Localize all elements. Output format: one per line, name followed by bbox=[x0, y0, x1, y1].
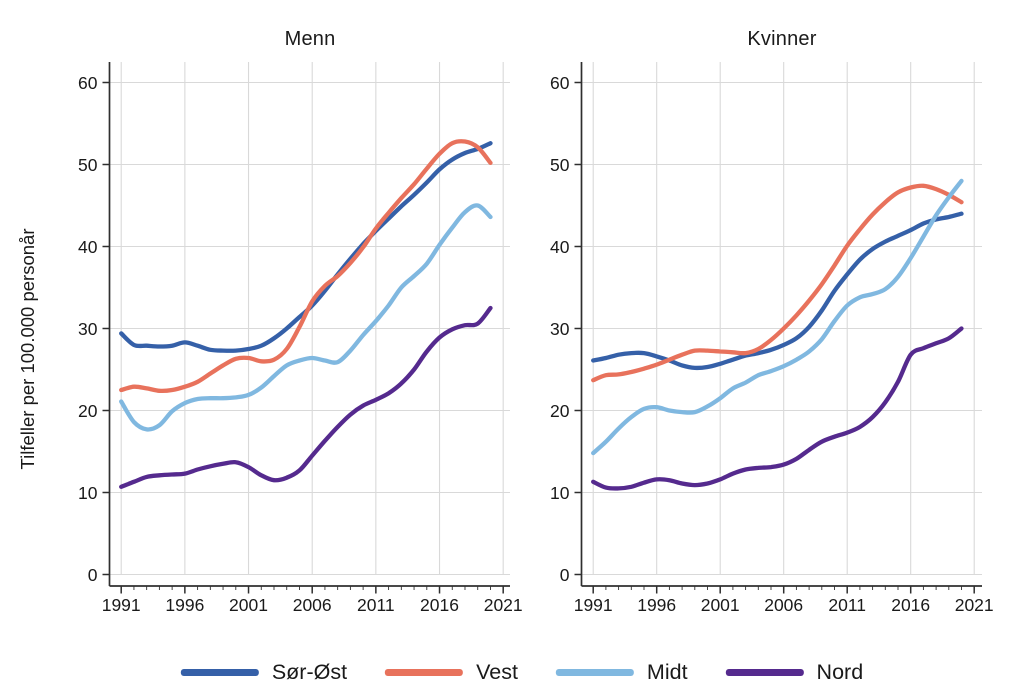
y-tick-label: 10 bbox=[550, 483, 570, 503]
series-line-vest-kvinner bbox=[591, 183, 964, 383]
x-tick-label: 2001 bbox=[701, 595, 740, 615]
series-line-vest-menn bbox=[119, 139, 493, 394]
y-tick-label: 60 bbox=[550, 73, 570, 93]
x-tick-label: 2011 bbox=[357, 595, 395, 615]
legend-label: Sør-Øst bbox=[271, 660, 348, 684]
x-tick-label: 2016 bbox=[420, 595, 459, 615]
legend-item-sor-ost: Sør-Øst bbox=[180, 660, 348, 685]
y-tick-label: 0 bbox=[88, 565, 98, 585]
legend-item-nord: Nord bbox=[725, 660, 864, 685]
y-tick-label: 20 bbox=[78, 401, 98, 421]
y-tick-label: 30 bbox=[550, 319, 570, 339]
y-tick-label: 50 bbox=[550, 155, 570, 175]
legend-label: Vest bbox=[476, 660, 518, 684]
x-tick-label: 1996 bbox=[165, 595, 204, 615]
legend-item-vest: Vest bbox=[385, 660, 518, 685]
series-line-s-r-st-kvinner bbox=[591, 211, 964, 371]
legend-swatch-nord bbox=[725, 668, 804, 677]
y-tick-label: 60 bbox=[78, 73, 98, 93]
y-tick-label: 20 bbox=[550, 401, 570, 421]
y-axis-label: Tilfeller per 100.000 personår bbox=[17, 228, 38, 470]
x-tick-label: 2006 bbox=[764, 595, 803, 615]
legend-item-midt: Midt bbox=[555, 660, 688, 685]
x-tick-label: 2021 bbox=[955, 595, 994, 615]
legend-label: Midt bbox=[646, 660, 688, 684]
y-tick-label: 50 bbox=[78, 155, 98, 175]
series-line-nord-menn bbox=[119, 305, 493, 489]
x-tick-label: 2011 bbox=[828, 595, 866, 615]
y-tick-label: 40 bbox=[78, 237, 98, 257]
y-tick-label: 0 bbox=[560, 565, 570, 585]
series-line-nord-kvinner bbox=[591, 326, 964, 491]
legend: Sør-Øst Vest Midt Nord bbox=[180, 660, 864, 685]
x-tick-label: 2016 bbox=[891, 595, 930, 615]
x-tick-label: 1991 bbox=[574, 595, 613, 615]
legend-swatch-midt bbox=[555, 668, 634, 677]
legend-swatch-vest bbox=[385, 668, 464, 677]
y-tick-label: 40 bbox=[550, 237, 570, 257]
x-tick-label: 2021 bbox=[484, 595, 523, 615]
x-tick-label: 2001 bbox=[229, 595, 268, 615]
panel-title-kvinner: Kvinner bbox=[747, 28, 817, 50]
x-tick-label: 1996 bbox=[637, 595, 676, 615]
legend-swatch-sor-ost bbox=[180, 668, 259, 677]
series-line-midt-kvinner bbox=[591, 178, 964, 456]
x-tick-label: 1991 bbox=[102, 595, 141, 615]
series-line-midt-menn bbox=[119, 203, 493, 432]
legend-label: Nord bbox=[816, 660, 864, 684]
panel-title-menn: Menn bbox=[284, 28, 336, 50]
y-tick-label: 10 bbox=[78, 483, 98, 503]
y-tick-label: 30 bbox=[78, 319, 98, 339]
x-tick-label: 2006 bbox=[293, 595, 332, 615]
